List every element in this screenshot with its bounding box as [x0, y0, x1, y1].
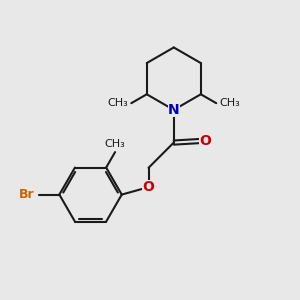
Text: N: N [168, 103, 180, 117]
Text: Br: Br [19, 188, 35, 201]
Text: O: O [142, 180, 154, 194]
Text: CH₃: CH₃ [107, 98, 128, 108]
Text: O: O [199, 134, 211, 148]
Text: CH₃: CH₃ [220, 98, 241, 108]
Text: CH₃: CH₃ [105, 139, 125, 149]
